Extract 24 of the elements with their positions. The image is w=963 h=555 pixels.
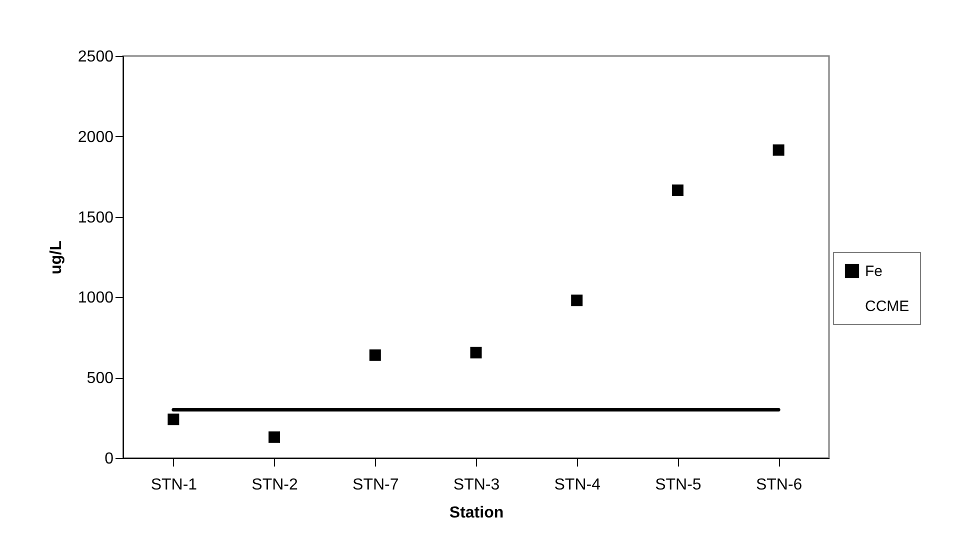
point (369, 349, 381, 361)
x-tick-label: STN-5 (655, 476, 702, 494)
x-axis-title: Station (449, 504, 504, 522)
x-tick-label: STN-4 (554, 476, 601, 494)
y-tick-label: 1500 (78, 209, 114, 226)
point (571, 294, 583, 306)
y-axis-title: ug/L (48, 240, 65, 274)
legend-label: Fe (865, 263, 883, 280)
x-tick-label: STN-1 (150, 476, 198, 494)
y-tick-label: 1000 (78, 290, 114, 307)
text: CCME (865, 298, 910, 315)
point (268, 431, 280, 443)
point (470, 346, 482, 358)
x-tick-label: STN-7 (352, 476, 399, 494)
y-tick-label: 2000 (78, 128, 114, 146)
x-tick-label: STN-3 (453, 476, 500, 494)
point (672, 184, 684, 196)
y-tick-label: 500 (86, 370, 114, 388)
y-tick-label: 2500 (78, 48, 114, 66)
point (168, 414, 180, 426)
y-tick-label: 0 (104, 450, 114, 468)
x-tick-label: STN-6 (756, 476, 802, 494)
point (772, 144, 784, 156)
x-tick-label: STN-2 (252, 476, 298, 494)
